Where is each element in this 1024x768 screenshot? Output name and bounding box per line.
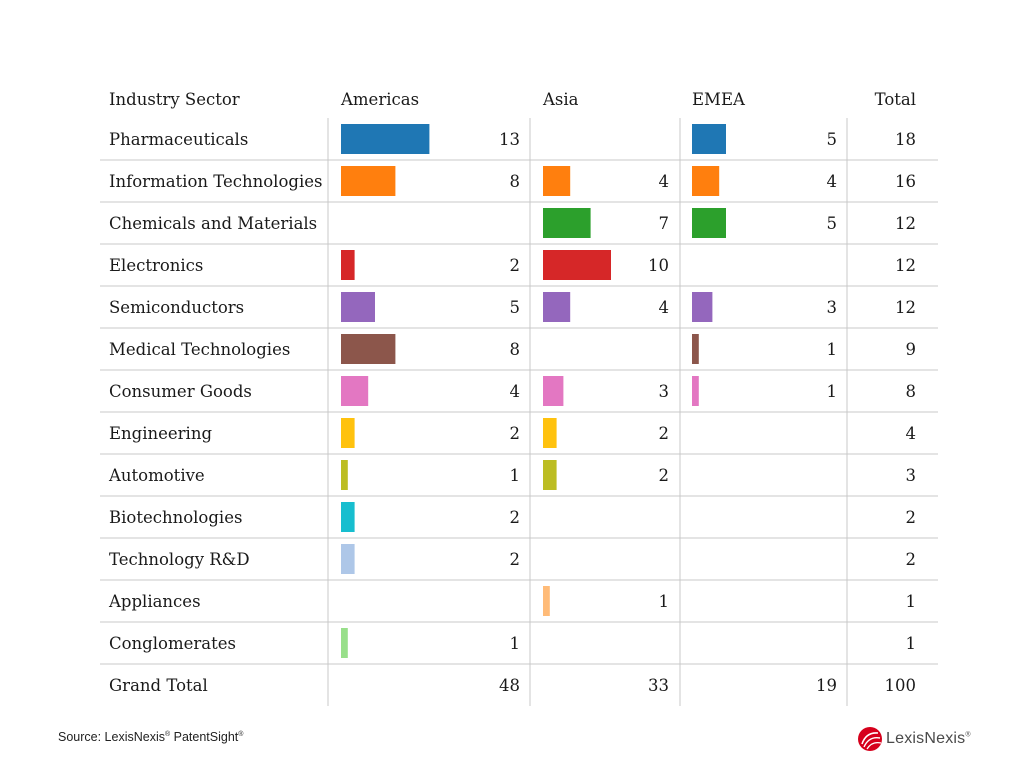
- bar-emea: [692, 208, 726, 238]
- bar-americas: [341, 166, 396, 196]
- value-total: 4: [906, 424, 917, 443]
- value-emea: 3: [827, 298, 838, 317]
- value-asia: 4: [659, 298, 670, 317]
- value-total: 18: [895, 130, 916, 149]
- value-total: 16: [895, 172, 916, 191]
- bar-americas: [341, 628, 348, 658]
- header-emea: EMEA: [692, 90, 746, 109]
- bar-americas: [341, 544, 355, 574]
- bar-americas: [341, 376, 369, 406]
- header-total: Total: [875, 90, 916, 109]
- grand-total-label: Grand Total: [109, 676, 208, 695]
- value-total: 12: [895, 214, 916, 233]
- value-total: 12: [895, 256, 916, 275]
- sector-label: Information Technologies: [109, 172, 322, 191]
- brand-name: LexisNexis®: [886, 730, 971, 748]
- brand-label: LexisNexis: [886, 730, 966, 747]
- header-industry-sector: Industry Sector: [109, 90, 240, 109]
- sector-label: Pharmaceuticals: [109, 130, 248, 149]
- bar-asia: [543, 376, 564, 406]
- value-asia: 2: [659, 424, 670, 443]
- bar-asia: [543, 250, 611, 280]
- value-asia: 10: [648, 256, 669, 275]
- bar-asia: [543, 166, 571, 196]
- value-emea: 5: [827, 130, 838, 149]
- grand-total-total: 100: [885, 676, 917, 695]
- bar-asia: [543, 208, 591, 238]
- header-asia: Asia: [542, 90, 579, 109]
- sector-label: Medical Technologies: [109, 340, 290, 359]
- value-total: 2: [906, 550, 917, 569]
- header-americas: Americas: [340, 90, 419, 109]
- value-americas: 8: [510, 172, 521, 191]
- value-asia: 3: [659, 382, 670, 401]
- value-americas: 2: [510, 424, 521, 443]
- sector-label: Engineering: [109, 424, 212, 443]
- sector-label: Chemicals and Materials: [109, 214, 317, 233]
- bar-americas: [341, 418, 355, 448]
- bar-americas: [341, 124, 430, 154]
- bar-americas: [341, 292, 375, 322]
- bar-emea: [692, 334, 699, 364]
- value-asia: 7: [659, 214, 670, 233]
- value-americas: 8: [510, 340, 521, 359]
- registered-mark: ®: [165, 730, 171, 738]
- bar-americas: [341, 334, 396, 364]
- value-americas: 4: [510, 382, 521, 401]
- value-americas: 5: [510, 298, 521, 317]
- bar-americas: [341, 502, 355, 532]
- value-total: 1: [906, 634, 917, 653]
- grand-total-americas: 48: [499, 676, 520, 695]
- source-prefix: Source: LexisNexis: [58, 730, 165, 744]
- bar-americas: [341, 250, 355, 280]
- value-americas: 13: [499, 130, 520, 149]
- bar-emea: [692, 124, 726, 154]
- bar-americas: [341, 460, 348, 490]
- value-total: 8: [906, 382, 917, 401]
- sector-label: Semiconductors: [109, 298, 244, 317]
- lexisnexis-logo-icon: [858, 727, 882, 751]
- value-americas: 2: [510, 550, 521, 569]
- value-americas: 1: [510, 634, 521, 653]
- brand-registered-mark: ®: [965, 731, 971, 739]
- value-total: 2: [906, 508, 917, 527]
- bar-emea: [692, 376, 699, 406]
- value-emea: 5: [827, 214, 838, 233]
- value-americas: 2: [510, 508, 521, 527]
- value-americas: 2: [510, 256, 521, 275]
- source-note: Source: LexisNexis® PatentSight®: [58, 730, 243, 744]
- sector-label: Biotechnologies: [109, 508, 242, 527]
- bar-emea: [692, 292, 713, 322]
- bar-emea: [692, 166, 720, 196]
- sector-label: Conglomerates: [109, 634, 236, 653]
- value-emea: 1: [827, 340, 838, 359]
- value-asia: 4: [659, 172, 670, 191]
- sector-label: Consumer Goods: [109, 382, 252, 401]
- value-total: 3: [906, 466, 917, 485]
- grand-total-asia: 33: [648, 676, 669, 695]
- value-asia: 2: [659, 466, 670, 485]
- value-asia: 1: [659, 592, 670, 611]
- value-emea: 4: [827, 172, 838, 191]
- bar-asia: [543, 292, 571, 322]
- registered-mark: ®: [238, 730, 244, 738]
- grand-total-emea: 19: [816, 676, 837, 695]
- value-americas: 1: [510, 466, 521, 485]
- sector-label: Automotive: [108, 466, 205, 485]
- bar-asia: [543, 418, 557, 448]
- value-total: 9: [906, 340, 917, 359]
- sector-label: Electronics: [109, 256, 203, 275]
- bar-asia: [543, 460, 557, 490]
- value-total: 1: [906, 592, 917, 611]
- source-product: PatentSight: [170, 730, 239, 744]
- value-total: 12: [895, 298, 916, 317]
- sector-label: Appliances: [108, 592, 201, 611]
- bar-asia: [543, 586, 550, 616]
- sector-label: Technology R&D: [109, 550, 250, 569]
- value-emea: 1: [827, 382, 838, 401]
